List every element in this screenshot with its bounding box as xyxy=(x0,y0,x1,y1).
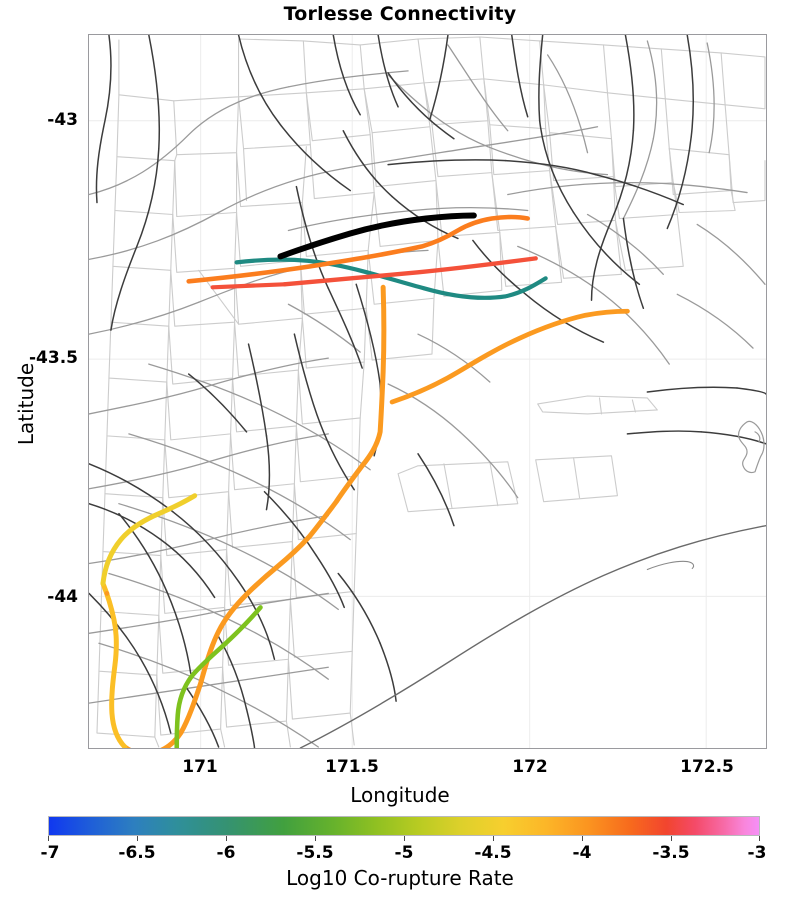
colorbar-tick xyxy=(759,836,760,841)
colorbar-tick-label-1: -6.5 xyxy=(118,843,156,863)
corupture-trace-red xyxy=(210,282,287,290)
colorbar-tick-label-2: -6 xyxy=(216,843,236,863)
colorbar-tick-label-4: -5 xyxy=(394,843,414,863)
ytick-label-0: -43 xyxy=(47,110,78,130)
xtick-label-1: 171.5 xyxy=(325,757,379,777)
colorbar-tick xyxy=(137,836,138,841)
x-axis-title: Longitude xyxy=(350,783,450,807)
colorbar-title: Log10 Co-rupture Rate xyxy=(286,866,514,890)
colorbar-tick-label-8: -3 xyxy=(747,843,767,863)
colorbar-tick xyxy=(493,836,494,841)
corupture-trace-red-main xyxy=(282,256,538,287)
island-outline xyxy=(738,420,765,474)
corupture-trace-yellow-orange xyxy=(100,580,128,748)
colorbar[interactable] xyxy=(48,816,760,841)
corupture-trace-yellow xyxy=(100,493,198,586)
colorbar-tick-label-7: -3.5 xyxy=(652,843,690,863)
colorbar-tick-label-0: -7 xyxy=(40,843,60,863)
colorbar-gradient xyxy=(48,816,760,836)
colorbar-tick xyxy=(315,836,316,841)
map-plot-area[interactable] xyxy=(88,34,767,749)
corupture-trace-orange-se xyxy=(389,308,630,405)
background-faults-light xyxy=(96,36,766,748)
xtick-label-3: 172.5 xyxy=(680,757,734,777)
ytick-label-1: -43.5 xyxy=(29,348,78,368)
source-fault-torlesse xyxy=(277,212,477,260)
ytick-label-2: -44 xyxy=(47,587,78,607)
page-title: Torlesse Connectivity xyxy=(283,3,517,25)
colorbar-tick xyxy=(582,836,583,841)
corupture-trace-orange-trunk xyxy=(122,284,387,748)
colorbar-tick xyxy=(404,836,405,841)
colorbar-tick-label-5: -4.5 xyxy=(474,843,512,863)
fault-map-svg xyxy=(89,35,766,748)
colorbar-tick xyxy=(671,836,672,841)
corupture-trace-teal xyxy=(234,257,548,300)
background-faults-mid xyxy=(89,40,766,748)
xtick-label-0: 171 xyxy=(182,757,218,777)
y-axis-title: Latitude xyxy=(14,362,38,446)
coastline-trace xyxy=(299,524,766,748)
colorbar-tick xyxy=(48,836,49,841)
gridlines xyxy=(89,35,766,748)
colorbar-tick-label-3: -5.5 xyxy=(296,843,334,863)
background-faults-dark xyxy=(89,35,766,748)
colorbar-tick-label-6: -4 xyxy=(572,843,592,863)
corupture-trace-green xyxy=(174,605,263,748)
xtick-label-2: 172 xyxy=(512,757,548,777)
colorbar-tick xyxy=(226,836,227,841)
corupture-trace-orange-ne xyxy=(186,214,530,284)
corupture-traces[interactable] xyxy=(100,212,630,748)
